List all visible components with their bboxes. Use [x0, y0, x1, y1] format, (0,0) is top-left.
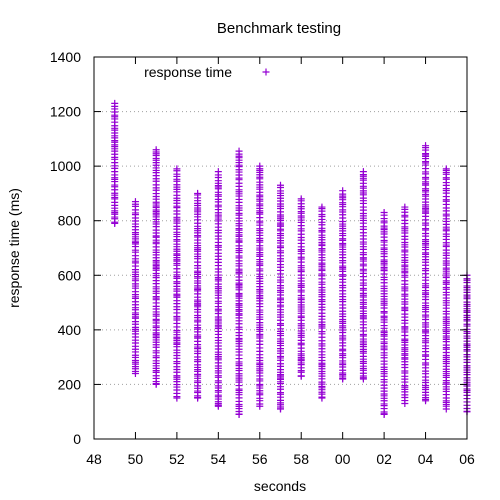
x-tick-label: 48: [86, 451, 102, 467]
data-points: [111, 99, 471, 418]
data-point: [152, 380, 160, 388]
legend-marker: [262, 68, 270, 76]
legend-label: response time: [144, 64, 232, 80]
data-column: [194, 189, 202, 402]
x-tick-label: 06: [459, 451, 475, 467]
data-column: [422, 142, 430, 405]
legend: response time: [144, 64, 270, 80]
y-tick-label: 600: [58, 267, 82, 283]
x-axis-label: seconds: [254, 478, 306, 494]
data-column: [152, 146, 160, 388]
data-point: [339, 375, 347, 383]
data-point: [380, 410, 388, 418]
data-point: [442, 405, 450, 413]
y-tick-label: 0: [73, 431, 81, 447]
y-tick-label: 1400: [50, 49, 81, 65]
data-column: [131, 198, 139, 378]
data-point: [318, 394, 326, 402]
data-point: [422, 397, 430, 405]
data-column: [277, 181, 284, 413]
x-tick-label: 00: [335, 451, 351, 467]
data-point: [131, 370, 139, 378]
data-point: [297, 372, 305, 380]
data-column: [297, 195, 305, 380]
y-axis-label: response time (ms): [6, 188, 22, 308]
x-tick-label: 54: [211, 451, 227, 467]
y-tick-label: 1200: [50, 104, 81, 120]
data-point: [111, 219, 119, 227]
data-column: [214, 168, 222, 410]
data-column: [359, 168, 367, 383]
x-tick-label: 04: [418, 451, 434, 467]
y-tick-label: 1000: [50, 158, 81, 174]
x-tick-label: 02: [376, 451, 392, 467]
data-point: [173, 394, 181, 402]
legend-plus: [262, 68, 270, 76]
data-point: [214, 402, 222, 410]
data-point: [235, 410, 243, 418]
data-column: [318, 203, 326, 402]
data-point: [359, 375, 367, 383]
data-column: [380, 209, 388, 418]
data-column: [235, 147, 243, 418]
x-tick-label: 56: [252, 451, 268, 467]
x-tick-label: 50: [128, 451, 144, 467]
y-tick-label: 800: [58, 213, 82, 229]
x-tick-label: 58: [293, 451, 309, 467]
x-tick-label: 52: [169, 451, 185, 467]
chart-title: Benchmark testing: [217, 20, 341, 37]
data-point: [401, 400, 409, 408]
y-tick-label: 400: [58, 322, 82, 338]
data-point: [277, 405, 284, 413]
y-tick-label: 200: [58, 376, 82, 392]
data-column: [442, 165, 450, 413]
data-point: [256, 402, 264, 410]
x-axis-ticks: 48 50 52 54 56 58 00 02 04 06: [86, 57, 475, 467]
data-column: [339, 187, 347, 383]
data-point: [194, 394, 202, 402]
plot-frame: [93, 56, 468, 440]
data-column: [111, 99, 119, 227]
data-column: [401, 203, 409, 408]
data-column: [256, 162, 264, 410]
y-axis-ticks: 0 200 400 600 800 1000 1200 1400: [50, 49, 467, 447]
data-column: [173, 165, 181, 402]
